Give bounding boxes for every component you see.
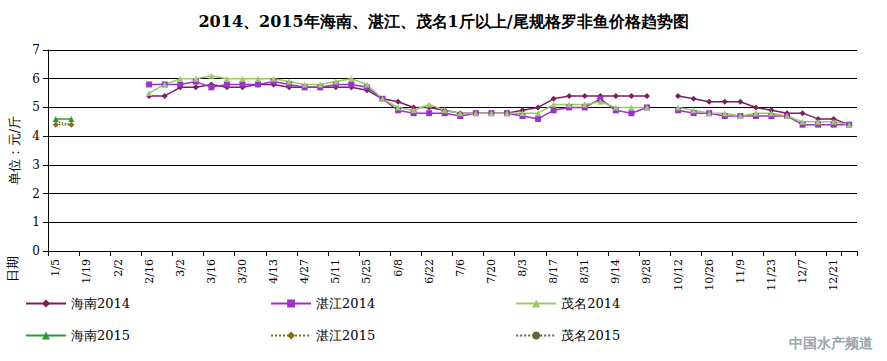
svg-text:1: 1 xyxy=(32,215,40,229)
svg-text:7/6: 7/6 xyxy=(454,259,467,277)
svg-text:3: 3 xyxy=(32,158,40,172)
svg-text:5/11: 5/11 xyxy=(329,259,342,284)
svg-text:0: 0 xyxy=(32,244,40,258)
svg-text:湛江2015: 湛江2015 xyxy=(316,328,375,343)
svg-text:12/7: 12/7 xyxy=(796,259,809,284)
svg-text:2: 2 xyxy=(32,187,40,201)
svg-text:6/8: 6/8 xyxy=(392,259,405,277)
svg-text:4/13: 4/13 xyxy=(267,259,280,284)
svg-text:9/28: 9/28 xyxy=(640,259,653,284)
svg-text:2/2: 2/2 xyxy=(112,259,125,277)
svg-text:茂名2014: 茂名2014 xyxy=(561,296,620,311)
svg-text:6/22: 6/22 xyxy=(423,259,436,284)
svg-text:9/14: 9/14 xyxy=(609,259,622,284)
svg-text:湛江2014: 湛江2014 xyxy=(316,296,375,311)
svg-text:8/17: 8/17 xyxy=(547,259,560,284)
svg-text:10/12: 10/12 xyxy=(672,259,685,291)
svg-text:8/3: 8/3 xyxy=(516,259,529,277)
svg-text:11/9: 11/9 xyxy=(734,259,747,284)
svg-text:2014、2015年海南、湛江、茂名1斤以上/尾规格罗非鱼价: 2014、2015年海南、湛江、茂名1斤以上/尾规格罗非鱼价格趋势图 xyxy=(198,12,688,31)
svg-text:3/30: 3/30 xyxy=(236,259,249,284)
svg-text:茂名2015: 茂名2015 xyxy=(561,328,620,343)
svg-text:4: 4 xyxy=(32,129,40,143)
svg-text:3/2: 3/2 xyxy=(174,259,187,277)
svg-text:日期: 日期 xyxy=(5,256,20,282)
svg-text:7/20: 7/20 xyxy=(485,259,498,284)
svg-text:3/16: 3/16 xyxy=(205,259,218,284)
svg-text:海南2014: 海南2014 xyxy=(71,296,130,311)
svg-text:8/31: 8/31 xyxy=(578,259,591,284)
svg-text:1/19: 1/19 xyxy=(80,259,93,284)
svg-text:5: 5 xyxy=(32,100,40,114)
svg-text:10/26: 10/26 xyxy=(703,259,716,291)
svg-text:中国水产频道: 中国水产频道 xyxy=(789,335,874,351)
svg-text:2/16: 2/16 xyxy=(143,259,156,284)
svg-text:12/21: 12/21 xyxy=(827,259,840,291)
svg-text:1/5: 1/5 xyxy=(49,259,62,277)
svg-text:海南2015: 海南2015 xyxy=(71,328,130,343)
svg-text:单位：元/斤: 单位：元/斤 xyxy=(7,116,22,185)
svg-text:4/27: 4/27 xyxy=(298,259,311,284)
svg-text:11/23: 11/23 xyxy=(765,259,778,291)
svg-text:7: 7 xyxy=(32,43,40,57)
svg-text:6: 6 xyxy=(32,72,40,86)
svg-text:5/25: 5/25 xyxy=(360,259,373,284)
